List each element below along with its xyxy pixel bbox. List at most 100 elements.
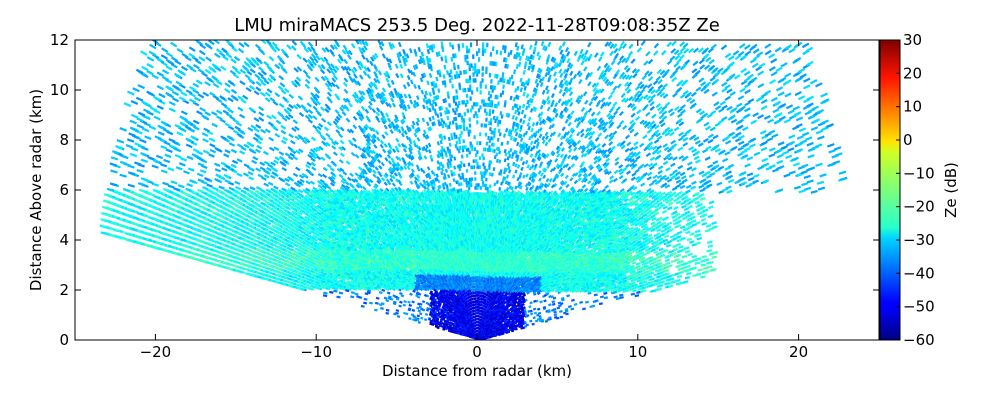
ze-cell [664, 258, 670, 262]
ze-cell [817, 186, 826, 191]
ze-cell [664, 272, 670, 276]
ze-cell [659, 280, 666, 284]
ze-cell [684, 276, 691, 280]
ze-cell [665, 261, 671, 266]
ze-cell [650, 277, 655, 281]
ze-cell [657, 277, 663, 282]
ze-cell [570, 307, 575, 311]
ze-cell [553, 310, 557, 314]
ze-cell [669, 277, 675, 281]
ze-cell [633, 283, 638, 287]
ze-cell [532, 316, 536, 320]
ze-cell [653, 260, 659, 264]
ze-cell [582, 307, 586, 311]
ze-cell [641, 289, 647, 293]
ze-cell [651, 289, 657, 293]
ze-cell [703, 258, 710, 262]
ze-cell [684, 250, 691, 254]
ze-cell [647, 275, 653, 279]
ze-cell [579, 300, 584, 304]
ze-cell [610, 279, 616, 283]
ze-cell [613, 295, 618, 299]
ze-cell [708, 260, 714, 265]
ze-cell [591, 304, 596, 308]
ze-cell [622, 276, 627, 281]
ze-cell [703, 270, 710, 274]
ze-cell [694, 261, 700, 265]
ze-cell [618, 286, 623, 290]
chart-title: LMU miraMACS 253.5 Deg. 2022-11-28T09:08… [234, 15, 720, 36]
ze-cell [599, 295, 605, 299]
ze-cell [691, 266, 697, 270]
ze-cell [621, 274, 627, 278]
ze-cell [681, 255, 688, 259]
ze-cell [707, 244, 714, 248]
ze-cell [650, 280, 656, 284]
ze-cell [567, 305, 572, 309]
ze-cell [670, 273, 676, 277]
ze-cell [573, 302, 578, 306]
ze-cell [556, 306, 561, 310]
ze-cell [668, 284, 674, 288]
ze-cell [619, 283, 625, 287]
ze-cell [571, 298, 575, 302]
ze-cell [658, 284, 664, 288]
ze-cell [553, 315, 558, 319]
ze-cell [652, 267, 658, 271]
ze-cell [594, 299, 599, 303]
ze-cell [674, 258, 680, 262]
ze-cell [686, 272, 692, 276]
ze-cell [697, 268, 703, 272]
ze-cell [618, 293, 624, 297]
ze-cell [839, 176, 848, 181]
ze-cell [615, 297, 621, 301]
ze-cell [505, 328, 509, 332]
ze-cell [640, 268, 646, 273]
ze-cell [667, 274, 673, 278]
ze-cell [648, 265, 654, 270]
ze-cell [644, 270, 650, 274]
ze-cell [649, 271, 655, 275]
ze-cell [641, 286, 647, 290]
ze-cell [637, 273, 643, 277]
ze-cell [619, 296, 624, 300]
ze-cell [633, 274, 639, 278]
ze-cell [711, 255, 717, 259]
ze-cell [671, 280, 677, 284]
reflectivity-field [99, 40, 848, 340]
ze-cell [547, 309, 551, 313]
ze-cell [671, 252, 677, 256]
ze-cell [630, 292, 636, 296]
ze-cell [665, 281, 672, 285]
ze-cell [675, 253, 681, 258]
ze-cell [553, 313, 558, 317]
ze-cell [612, 290, 618, 294]
ze-cell [706, 249, 713, 253]
ze-cell [667, 264, 673, 268]
ze-cell [675, 282, 681, 286]
ze-cell [661, 263, 667, 267]
ze-cell [631, 270, 636, 274]
ze-cell [700, 275, 706, 279]
ze-cell [634, 294, 640, 298]
ze-cell [675, 278, 681, 283]
ze-cell [525, 323, 529, 327]
ze-cell [695, 272, 702, 276]
ze-cell [531, 322, 535, 326]
ze-cell [622, 279, 628, 283]
ze-cell [641, 283, 646, 287]
ze-cell [684, 246, 690, 250]
ze-cell [637, 270, 642, 274]
ze-cell [663, 265, 669, 270]
ze-cell [695, 241, 701, 246]
ze-cell [658, 271, 664, 275]
ze-cell [564, 308, 569, 311]
ze-cell [603, 296, 609, 300]
ze-cell [676, 275, 683, 279]
ze-cell [559, 310, 563, 313]
ze-cell [649, 262, 655, 266]
ze-cell [529, 319, 533, 323]
ze-cell [706, 265, 713, 269]
ze-cell [810, 189, 818, 194]
